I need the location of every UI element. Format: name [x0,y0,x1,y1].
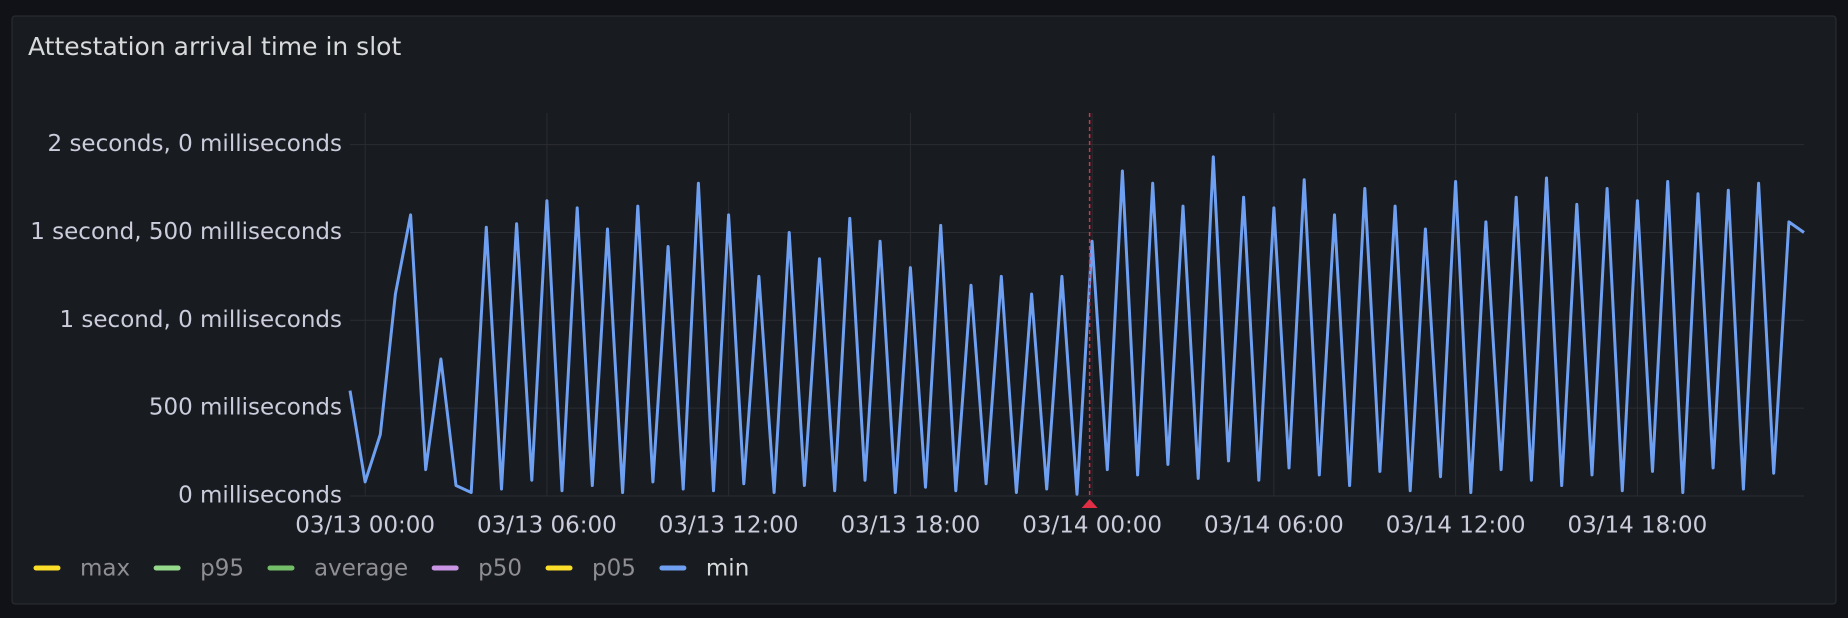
x-tick-label: 03/13 18:00 [840,513,980,539]
legend-label[interactable]: max [80,556,130,582]
x-tick-label: 03/13 00:00 [295,513,435,539]
x-tick-label: 03/14 12:00 [1386,513,1526,539]
y-tick-label: 500 milliseconds [149,395,342,421]
legend-label[interactable]: p05 [592,556,636,582]
y-tick-label: 2 seconds, 0 milliseconds [48,131,343,157]
legend-label[interactable]: average [314,556,408,582]
panel-title: Attestation arrival time in slot [28,32,401,61]
x-tick-label: 03/14 06:00 [1204,513,1344,539]
legend-label[interactable]: min [706,556,749,582]
x-tick-label: 03/13 06:00 [477,513,617,539]
x-tick-label: 03/14 18:00 [1567,513,1707,539]
series-line [348,155,1805,496]
legend-label[interactable]: p50 [478,556,522,582]
legend-label[interactable]: p95 [200,556,244,582]
x-tick-label: 03/13 12:00 [659,513,799,539]
y-tick-label: 0 milliseconds [178,483,342,509]
annotation-marker[interactable] [1081,499,1098,508]
y-tick-label: 1 second, 0 milliseconds [59,307,342,333]
x-tick-label: 03/14 00:00 [1022,513,1162,539]
y-tick-label: 1 second, 500 milliseconds [30,219,342,245]
